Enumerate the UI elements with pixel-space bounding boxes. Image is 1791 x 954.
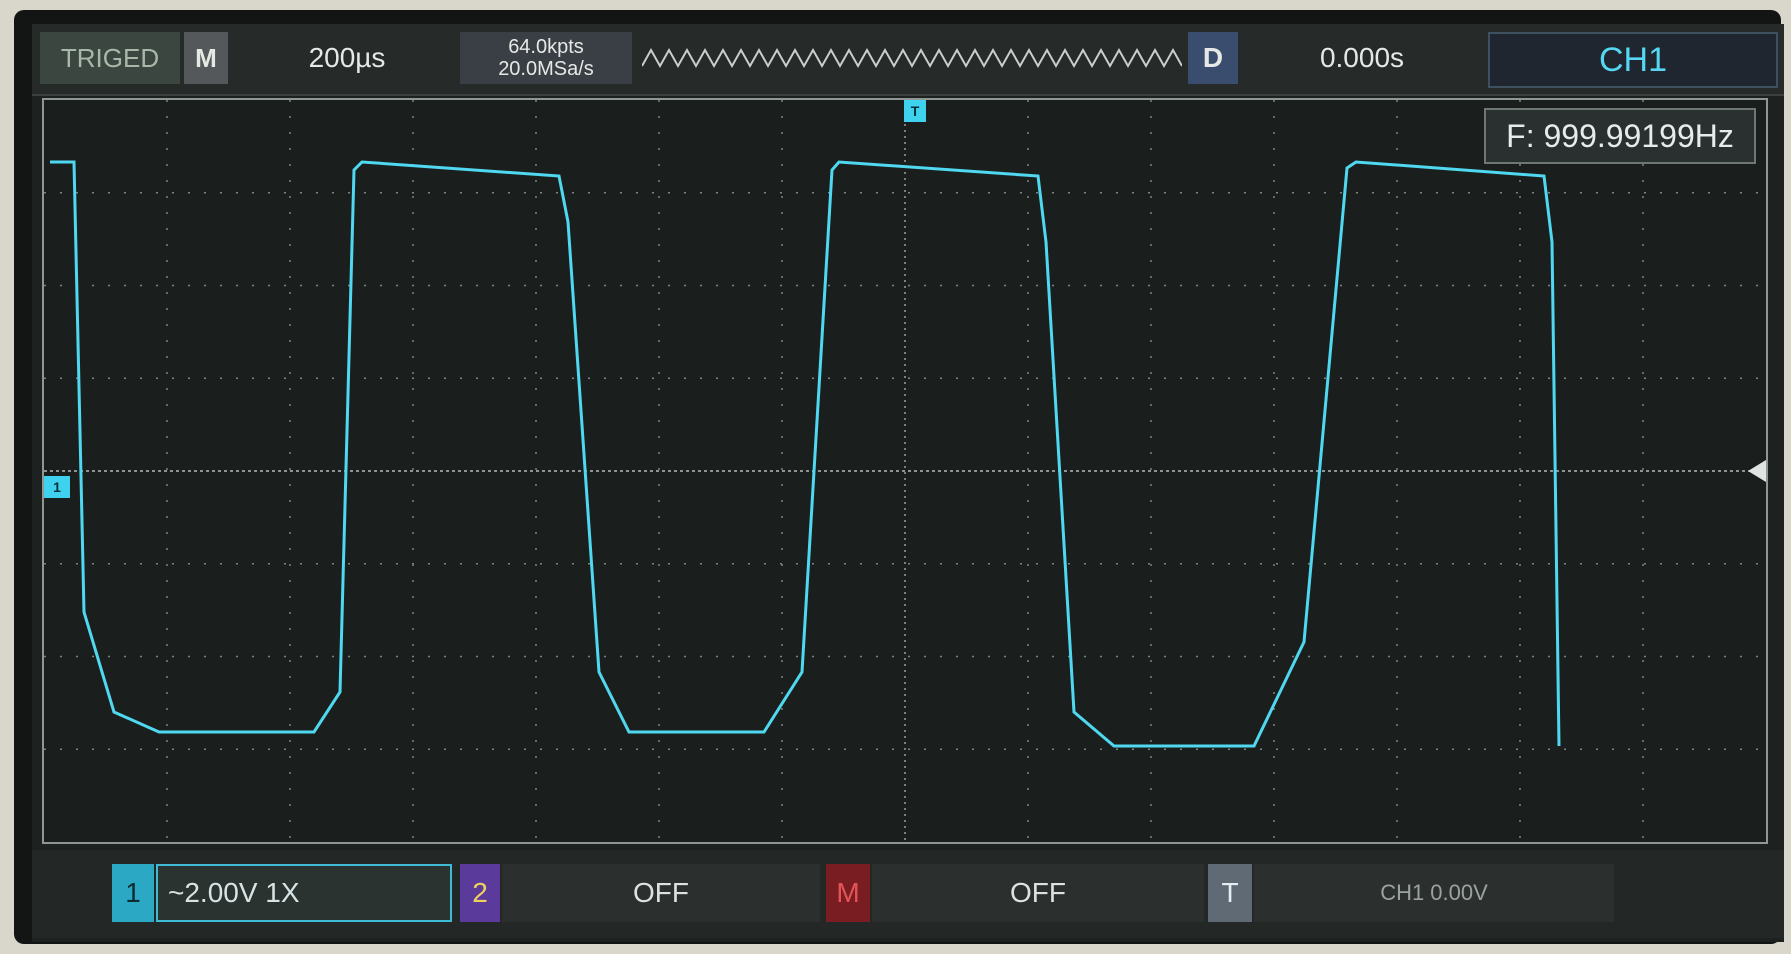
ch1-setting[interactable]: ~2.00V 1X [156,864,452,922]
channel-selector[interactable]: CH1 [1488,32,1778,88]
trigger-level-marker [1748,460,1766,482]
ch1-button[interactable]: 1 [112,864,154,922]
channel1-offset-marker[interactable]: 1 [44,476,70,498]
frequency-readout: F: 999.99199Hz [1484,108,1756,164]
waveform-display: T 1 F: 999.99199Hz [42,98,1768,844]
ch2-button[interactable]: 2 [460,864,500,922]
sample-rate: 20.0MSa/s [498,58,594,80]
waveform-trace [50,160,1766,748]
math-button[interactable]: M [826,864,870,922]
ch2-state[interactable]: OFF [502,864,820,922]
math-state[interactable]: OFF [872,864,1204,922]
graticule [44,100,1766,842]
trigger-position-marker[interactable]: T [904,100,926,122]
waveform-overview [642,32,1182,84]
timebase-value[interactable]: 200µs [308,42,386,73]
oscilloscope-screen: TRIGED M 200µs 64.0kpts 20.0MSa/s D 0.00… [32,24,1784,942]
delay-value[interactable]: 0.000s [1319,42,1405,73]
channel-bar: 1 ~2.00V 1X 2 OFF M OFF T CH1 0.00V [32,850,1784,938]
acquisition-info: 64.0kpts 20.0MSa/s [460,32,632,84]
memory-depth: 64.0kpts [508,36,584,58]
delay-button[interactable]: D [1188,32,1238,84]
mode-indicator[interactable]: M [184,32,228,84]
status-bar: TRIGED M 200µs 64.0kpts 20.0MSa/s D 0.00… [32,24,1784,96]
trigger-button[interactable]: T [1208,864,1252,922]
zigzag-icon [642,47,1182,69]
trigger-setting[interactable]: CH1 0.00V [1254,864,1614,922]
trigger-status: TRIGED [40,32,180,84]
